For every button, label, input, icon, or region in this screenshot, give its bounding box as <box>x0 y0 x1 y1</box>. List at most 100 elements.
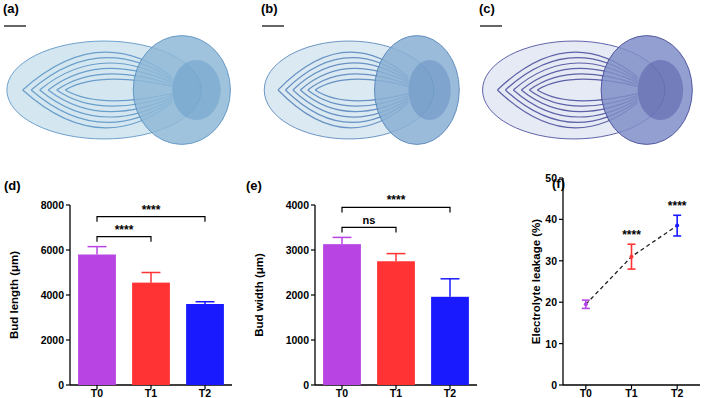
chart: (f)Electrolyte leakage (%)01020304050T0T… <box>530 172 700 398</box>
error-stem <box>449 279 451 297</box>
error-cap <box>441 278 460 280</box>
x-tick-label: T1 <box>625 387 637 398</box>
error-stem <box>96 247 98 255</box>
y-tick <box>559 384 563 385</box>
point <box>675 224 679 228</box>
scale-bar <box>480 25 502 27</box>
error-bar <box>196 302 215 304</box>
error-cap <box>673 235 681 237</box>
error-cap <box>628 268 636 270</box>
error-bar <box>142 273 161 283</box>
error-cap <box>88 246 107 248</box>
error-stem <box>395 254 397 262</box>
error-bar <box>582 300 590 308</box>
marks <box>582 215 681 308</box>
x-tick-label: T1 <box>390 387 402 398</box>
significance-label: **** <box>142 203 161 217</box>
y-tick-label: 6000 <box>41 244 65 256</box>
bar <box>377 261 415 385</box>
y-tick-label: 3000 <box>286 244 310 256</box>
panel-label: (e) <box>246 178 262 193</box>
x-tick-label: T2 <box>444 387 456 398</box>
y-tick-label: 10 <box>545 338 557 350</box>
y-tick <box>311 204 315 205</box>
bud-core <box>172 60 221 120</box>
x-tick-label: T1 <box>145 387 157 398</box>
error-cap <box>142 272 161 274</box>
error-cap <box>673 214 681 216</box>
x-tick-label: T2 <box>199 387 211 398</box>
significance-label: **** <box>387 193 406 207</box>
point <box>630 255 634 259</box>
bud-apex <box>601 36 692 145</box>
y-tick <box>311 384 315 385</box>
x-tick-label: T0 <box>336 387 348 398</box>
scale-bar <box>262 25 284 27</box>
y-tick <box>559 219 563 220</box>
y-tick <box>66 339 70 340</box>
y-axis-label: Bud length (μm) <box>8 251 20 339</box>
scale-bar <box>4 25 26 27</box>
error-stem <box>150 273 152 283</box>
error-cap <box>333 237 352 239</box>
y-tick-label: 4000 <box>286 199 310 211</box>
micrograph <box>480 26 692 144</box>
y-tick <box>311 294 315 295</box>
y-tick-label: 30 <box>545 255 557 267</box>
micrograph <box>4 26 230 144</box>
x-tick-label: T0 <box>580 387 592 398</box>
significance-bracket <box>342 207 450 212</box>
y-tick-label: 0 <box>303 379 309 391</box>
y-tick <box>66 249 70 250</box>
significance-bracket <box>342 227 396 232</box>
y-tick-label: 2000 <box>286 289 310 301</box>
bar <box>78 255 116 386</box>
significance-label: **** <box>668 199 687 213</box>
error-bar <box>333 237 352 244</box>
error-cap <box>582 308 590 310</box>
x-tick-label: T2 <box>671 387 683 398</box>
error-cap <box>582 299 590 301</box>
x-tick-label: T0 <box>91 387 103 398</box>
error-cap <box>628 243 636 245</box>
error-bar <box>673 215 681 236</box>
marks <box>78 247 224 385</box>
error-cap <box>387 253 406 255</box>
error-cap <box>196 301 215 303</box>
marks <box>323 237 469 385</box>
bar <box>431 297 469 385</box>
y-tick-label: 1000 <box>286 334 310 346</box>
y-tick <box>311 249 315 250</box>
panel-label: (d) <box>4 178 21 193</box>
y-tick-label: 0 <box>58 379 64 391</box>
y-axis <box>562 178 563 385</box>
line <box>586 226 677 305</box>
bud-core <box>638 60 684 120</box>
y-axis-label: Electrolyte leakage (%) <box>530 219 542 344</box>
significance-label: ns <box>363 214 376 226</box>
y-tick-label: 40 <box>545 213 557 225</box>
y-tick <box>66 294 70 295</box>
y-tick-label: 8000 <box>41 199 65 211</box>
error-stem <box>341 237 343 244</box>
y-tick <box>559 343 563 344</box>
bud-apex <box>133 36 230 145</box>
figure: (a)(b)(c)(d)Bud length (μm)0200040006000… <box>0 0 708 398</box>
error-bar <box>88 247 107 255</box>
bar <box>186 304 224 385</box>
significance-label: **** <box>115 223 134 237</box>
y-tick <box>66 204 70 205</box>
error-bar <box>628 244 636 269</box>
panel-label: (c) <box>479 1 495 16</box>
y-tick <box>559 177 563 178</box>
y-tick-label: 50 <box>545 172 557 184</box>
panel-label: (b) <box>261 1 278 16</box>
significance-bracket <box>97 217 205 222</box>
bud-core <box>408 60 450 120</box>
y-axis-label: Bud width (μm) <box>253 253 265 337</box>
bar <box>323 244 361 385</box>
y-tick-label: 0 <box>551 379 557 391</box>
y-tick-label: 2000 <box>41 334 65 346</box>
panel-label: (a) <box>3 1 19 16</box>
y-tick-label: 20 <box>545 296 557 308</box>
